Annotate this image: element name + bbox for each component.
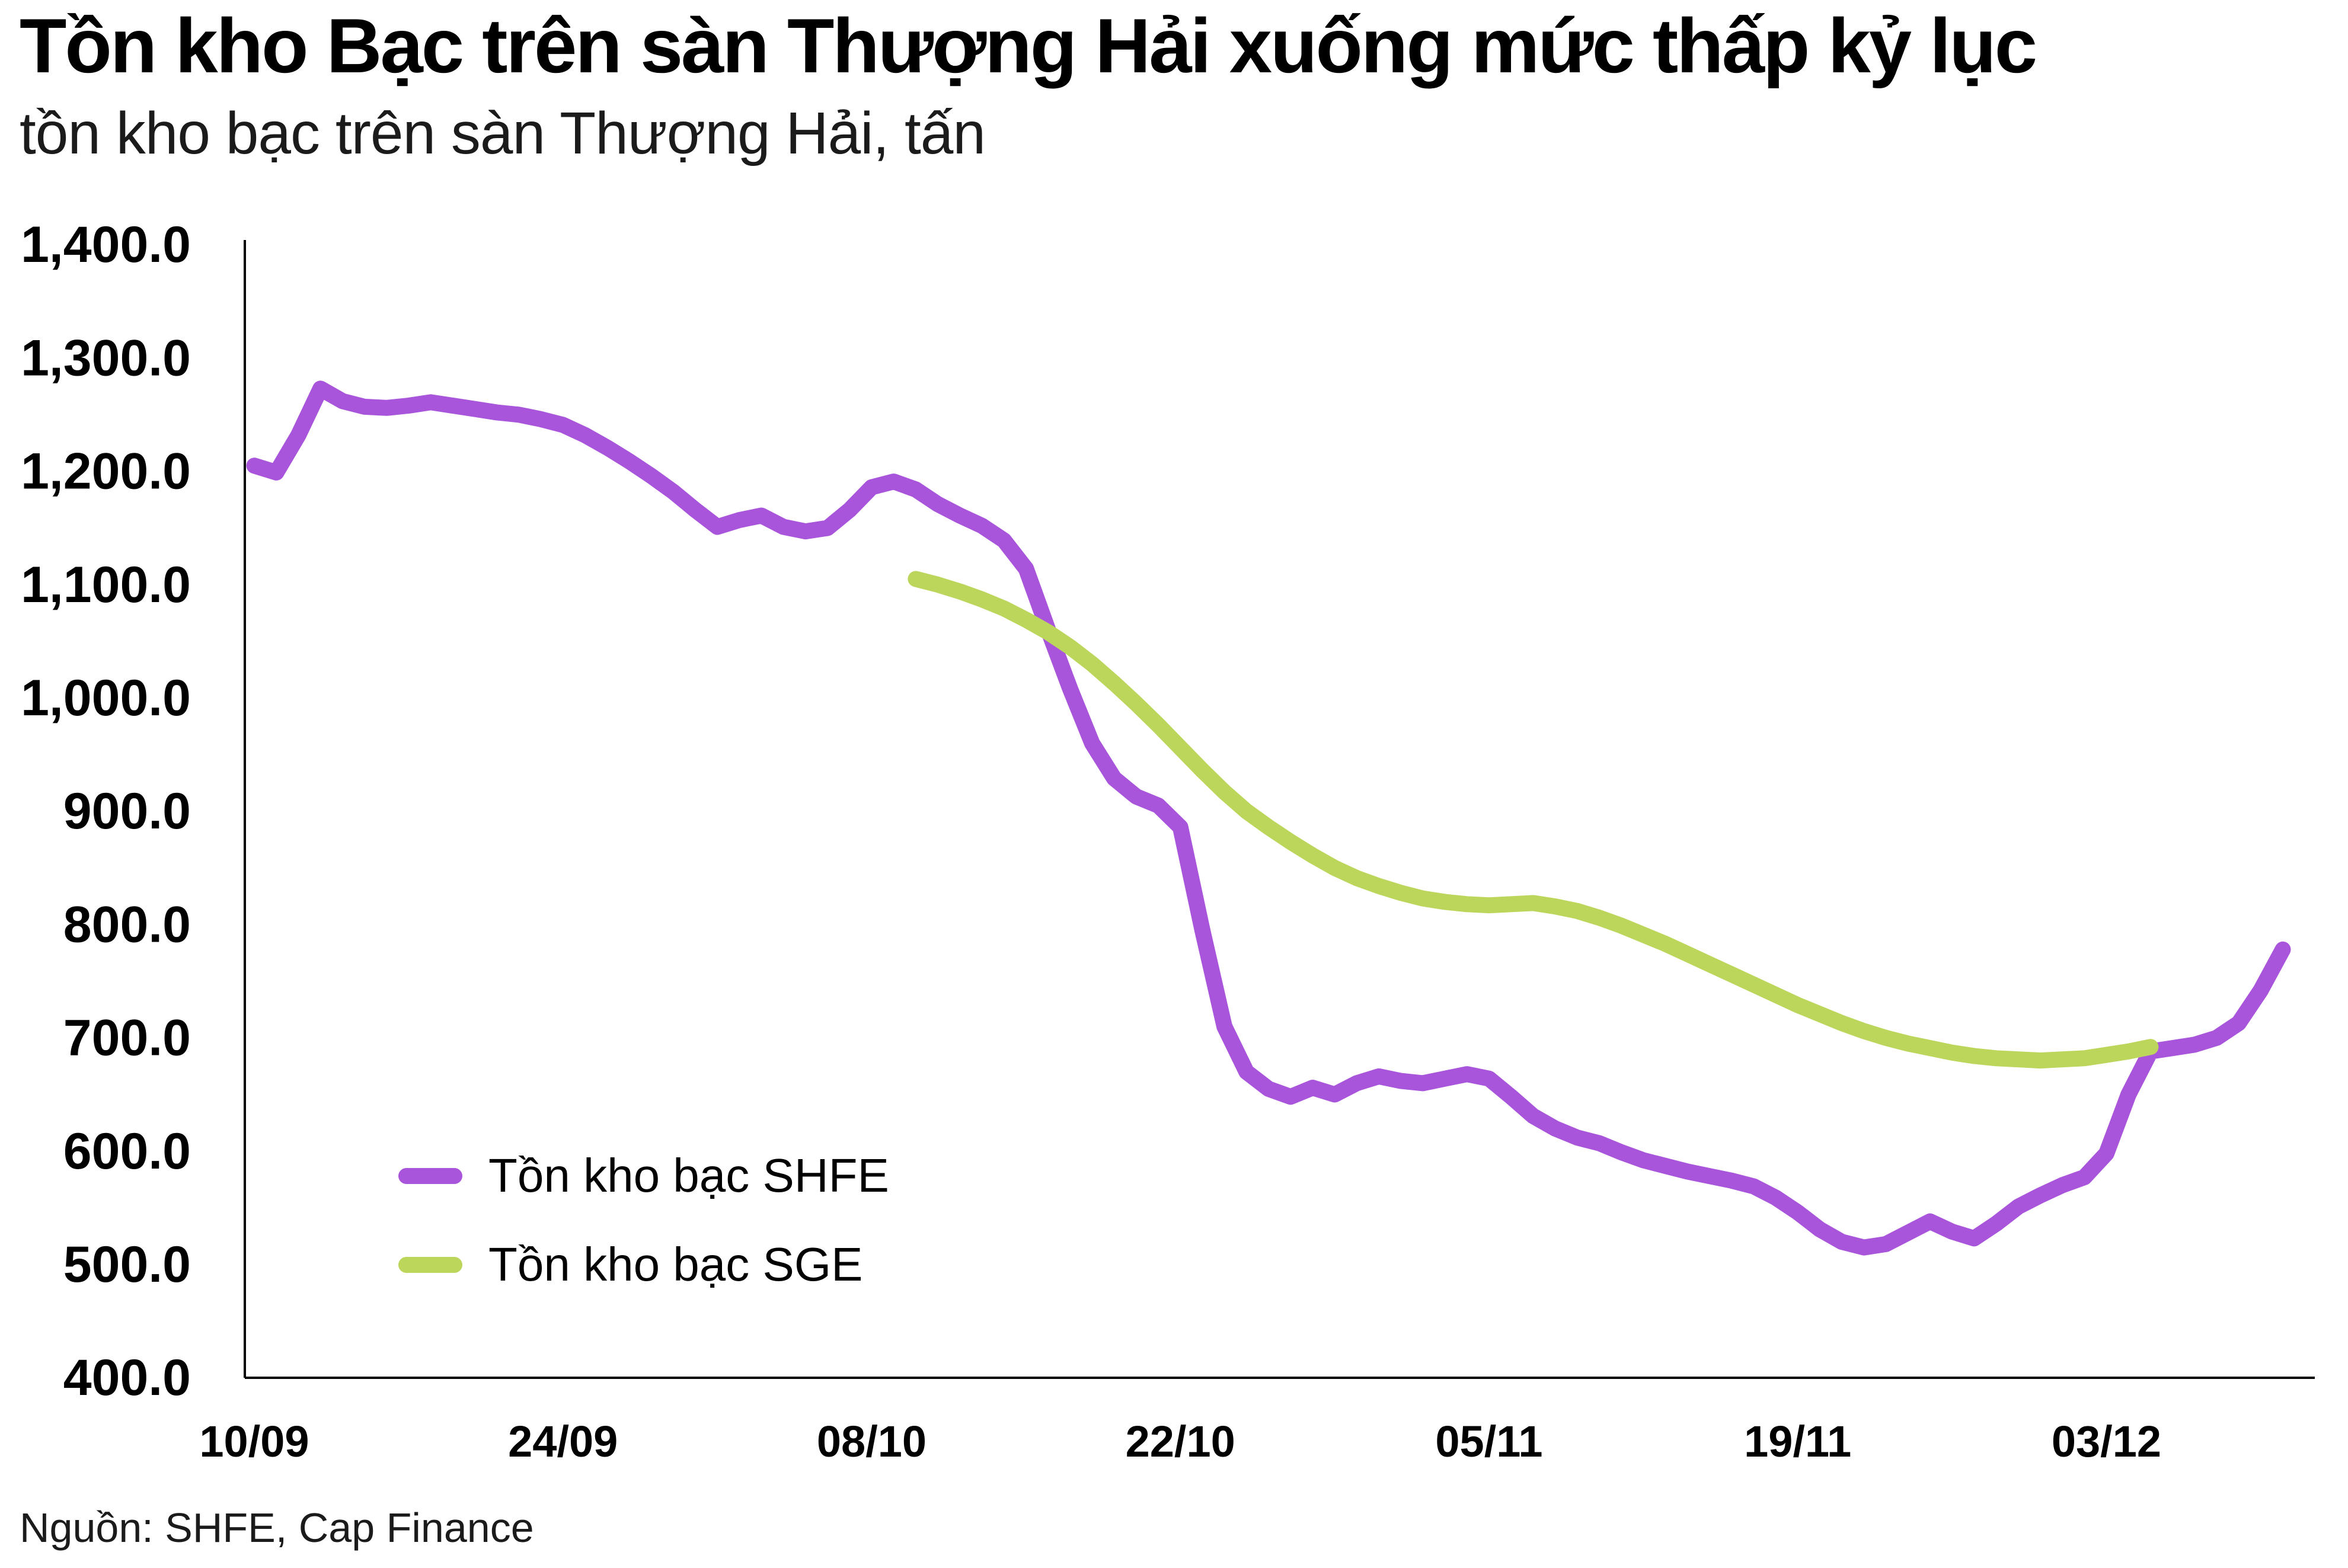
x-tick-label: 05/11	[1435, 1417, 1542, 1466]
y-tick-label: 700.0	[63, 1010, 191, 1067]
page-title: Tồn kho Bạc trên sàn Thượng Hải xuống mứ…	[20, 2, 2037, 89]
y-tick-label: 1,200.0	[21, 443, 191, 500]
legend-label-sge: Tồn kho bạc SGE	[488, 1238, 863, 1291]
y-tick-label: 1,000.0	[21, 670, 191, 727]
chart-legend: Tồn kho bạc SHFE Tồn kho bạc SGE	[398, 1143, 889, 1320]
x-tick-label: 03/12	[2052, 1417, 2161, 1466]
y-tick-label: 600.0	[63, 1123, 191, 1180]
source-note: Nguồn: SHFE, Cap Finance	[20, 1505, 534, 1551]
x-tick-label: 19/11	[1744, 1417, 1851, 1466]
legend-item-sge: Tồn kho bạc SGE	[398, 1231, 889, 1298]
legend-swatch-sge	[398, 1256, 462, 1273]
x-tick-label: 08/10	[817, 1417, 927, 1466]
y-tick-label: 500.0	[63, 1236, 191, 1293]
page-subtitle: tồn kho bạc trên sàn Thượng Hải, tấn	[20, 100, 986, 167]
y-tick-label: 1,100.0	[21, 556, 191, 613]
x-tick-label: 24/09	[508, 1417, 618, 1466]
y-tick-label: 800.0	[63, 896, 191, 953]
y-tick-label: 1,300.0	[21, 329, 191, 386]
series-line-sge	[908, 571, 2159, 1069]
legend-label-shfe: Tồn kho bạc SHFE	[488, 1149, 889, 1202]
x-tick-label: 10/09	[199, 1417, 309, 1466]
x-tick-label: 22/10	[1126, 1417, 1235, 1466]
y-tick-label: 1,400.0	[21, 216, 191, 273]
legend-item-shfe: Tồn kho bạc SHFE	[398, 1143, 889, 1209]
y-tick-label: 400.0	[63, 1349, 191, 1406]
series-line-shfe	[246, 380, 2291, 1256]
y-tick-label: 900.0	[63, 783, 191, 840]
legend-swatch-shfe	[398, 1167, 462, 1184]
